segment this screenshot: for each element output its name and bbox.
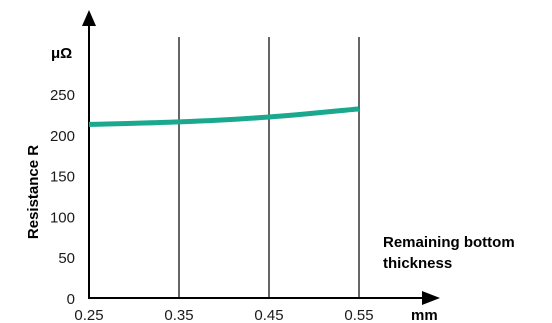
y-tick-label: 200	[50, 128, 75, 145]
x-axis-arrow	[422, 291, 440, 305]
x-axis-title-line1: Remaining bottom	[383, 234, 515, 251]
y-unit-label: μΩ	[51, 45, 72, 62]
y-tick-label: 0	[67, 291, 75, 308]
series-line	[88, 106, 360, 127]
y-tick-label: 100	[50, 209, 75, 226]
x-axis-title-line2: thickness	[383, 255, 452, 272]
x-tick-label: 0.35	[164, 307, 193, 323]
y-tick-label: 250	[50, 87, 75, 104]
x-tick-label: 0.45	[254, 307, 283, 323]
y-axis-arrow	[82, 10, 96, 26]
x-unit-label: mm	[411, 307, 438, 323]
y-axis-title: Resistance R	[25, 145, 42, 239]
x-tick-label: 0.25	[74, 307, 103, 323]
x-tick-label: 0.55	[344, 307, 373, 323]
y-tick-label: 150	[50, 169, 75, 186]
y-tick-label: 50	[58, 250, 75, 267]
